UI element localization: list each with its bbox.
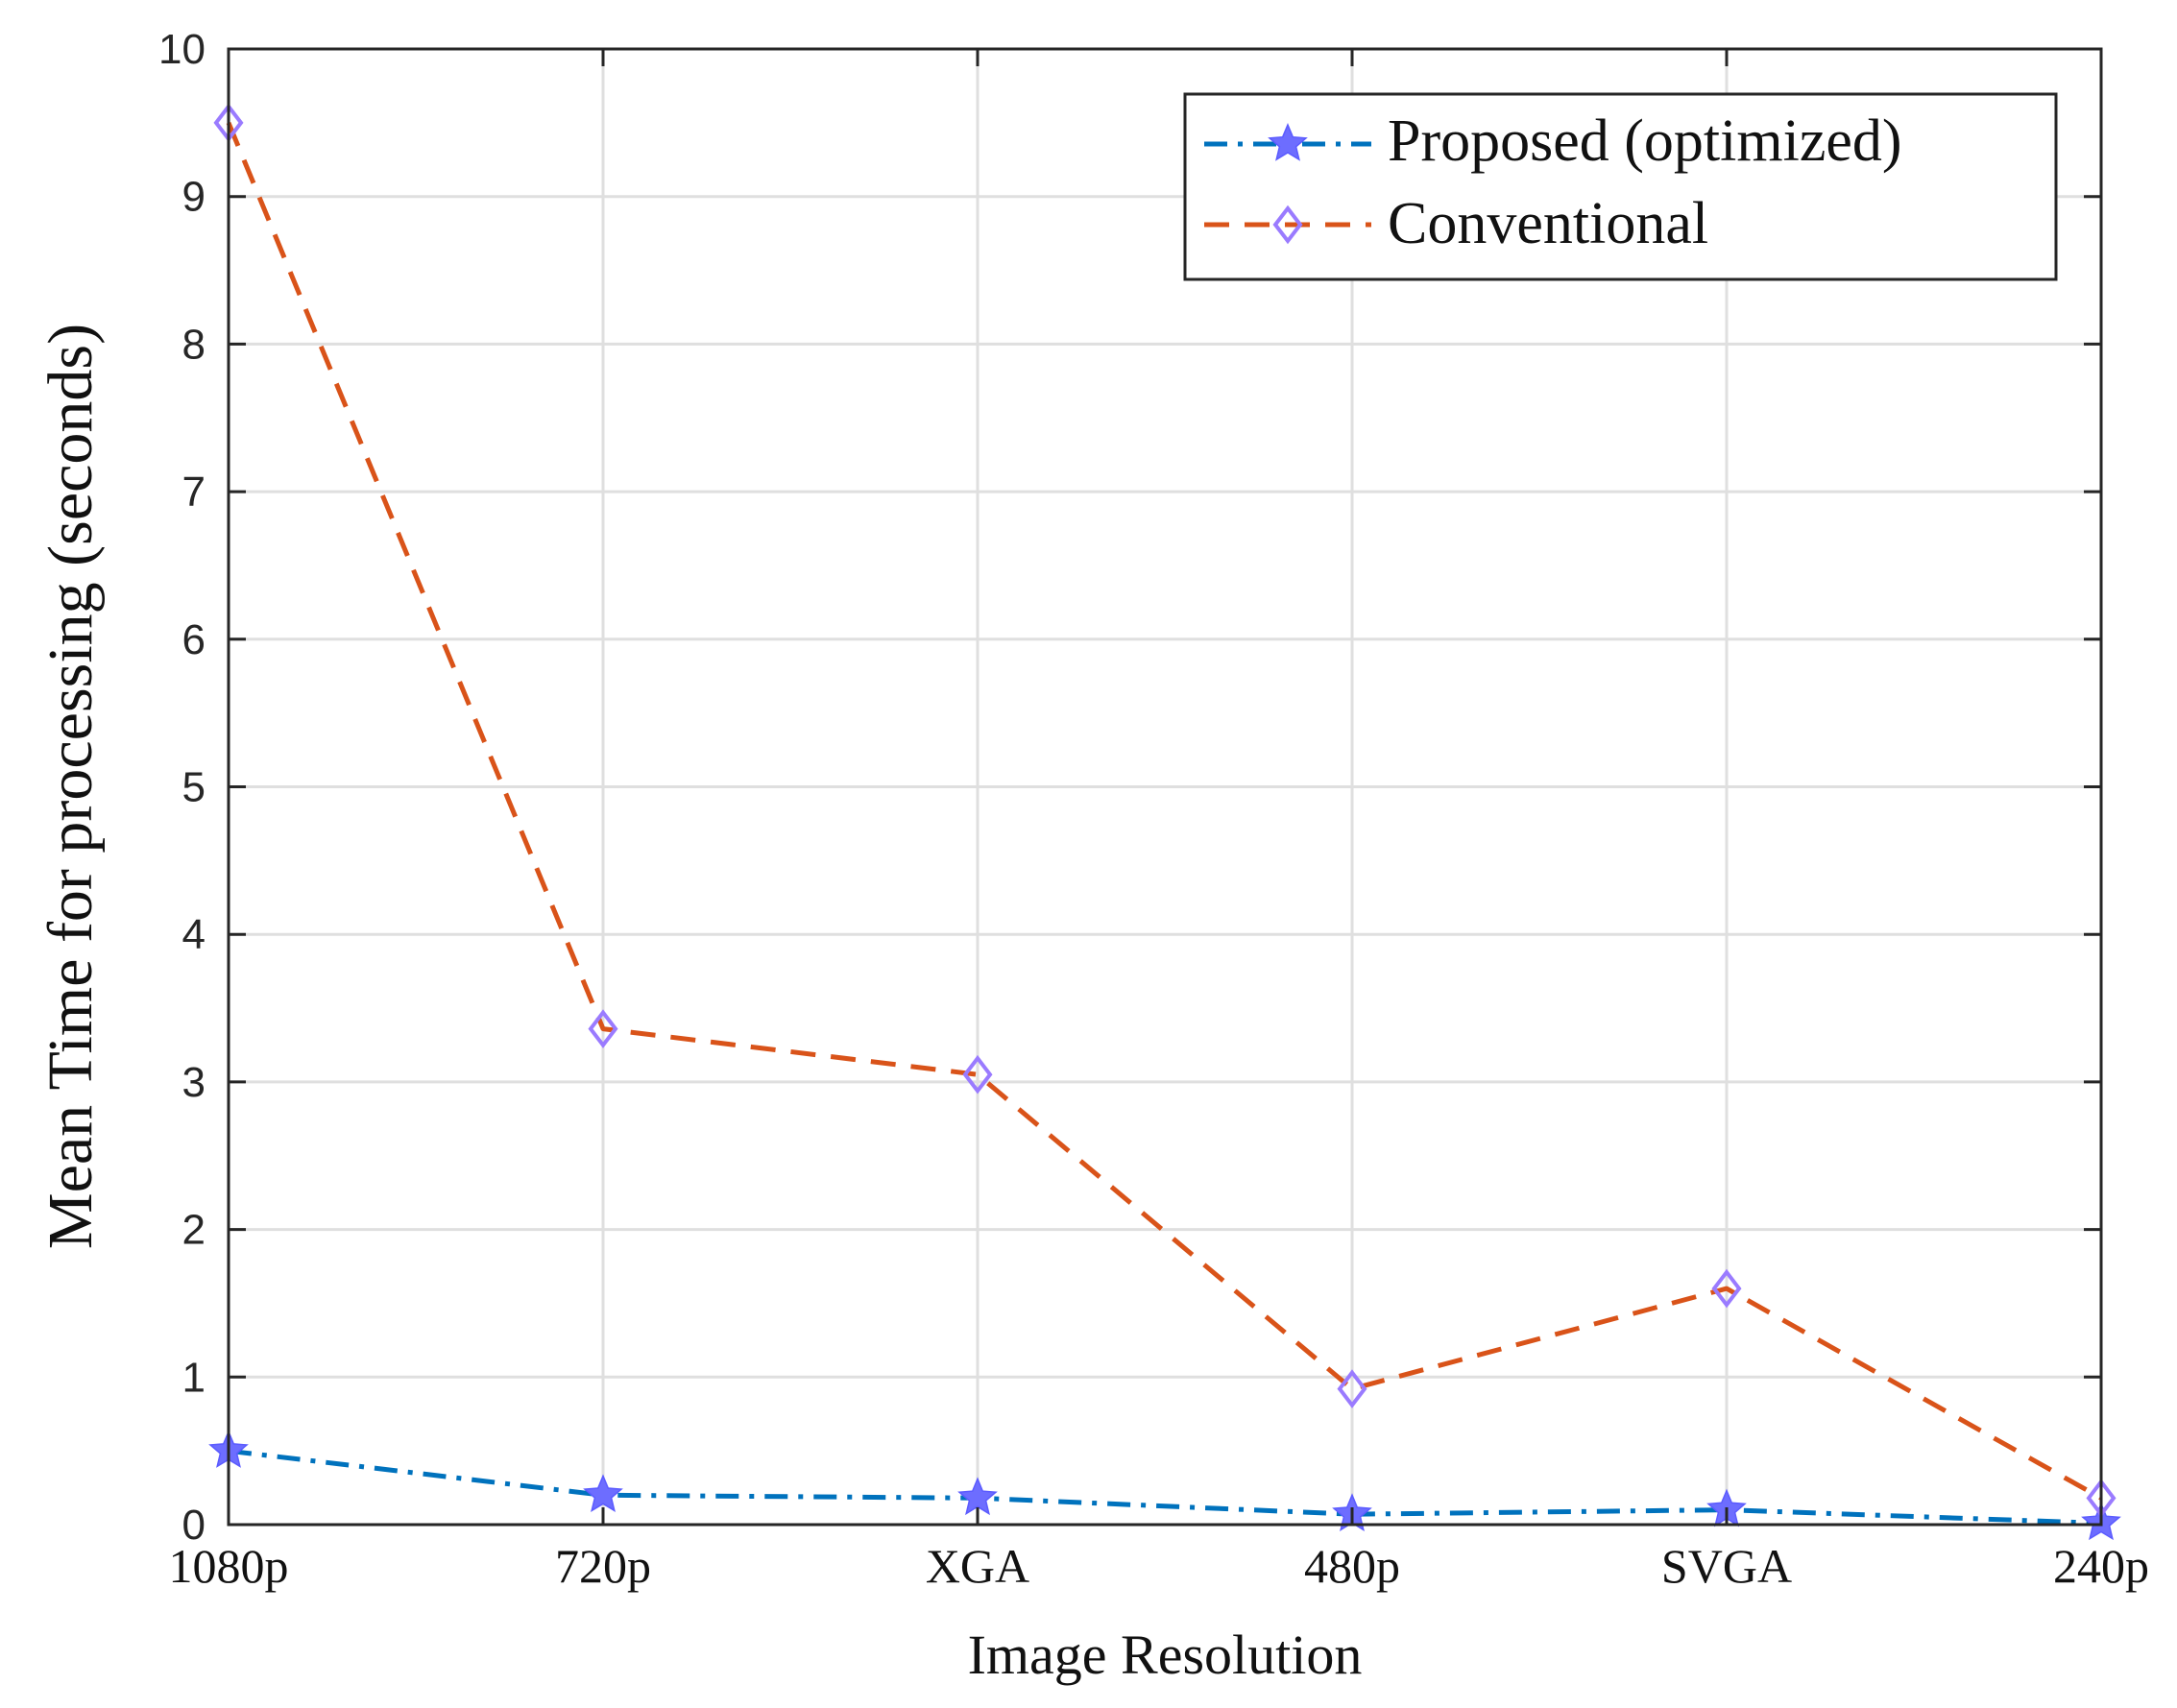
data-point-conventional-svga	[1711, 1268, 1742, 1309]
y-tick-label-5: 5	[182, 764, 206, 811]
y-tick-label-2: 2	[182, 1207, 206, 1254]
data-point-proposed-720p	[583, 1474, 623, 1512]
data-point-conventional-xga	[962, 1054, 993, 1095]
series-line-conventional	[226, 121, 2103, 1501]
data-point-conventional-480p	[1337, 1369, 1367, 1408]
x-tick-label-xga: XGA	[926, 1539, 1029, 1593]
y-tick-label-4: 4	[182, 911, 206, 958]
y-tick-label-1: 1	[182, 1354, 206, 1401]
legend-marker-conventional	[1272, 204, 1303, 245]
x-tick-label-240p: 240p	[2053, 1539, 2149, 1593]
y-tick-label-8: 8	[182, 321, 206, 368]
y-tick-label-7: 7	[182, 469, 206, 516]
legend-box	[1183, 92, 2058, 281]
grid	[227, 47, 2103, 1527]
legend-samples	[1204, 123, 1371, 245]
x-axis-title: Image Resolution	[968, 1624, 1363, 1686]
axis-ticks: 1080p 720p XGA 480p SVGA 240p 0 1 2 3 4 5 6 7 8 9 10	[158, 26, 2149, 1593]
x-tick-label-720p: 720p	[555, 1539, 651, 1593]
x-tick-label-1080p: 1080p	[169, 1539, 289, 1593]
x-tick-label-svga: SVGA	[1661, 1539, 1792, 1593]
legend-label-conventional: Conventional	[1388, 191, 1708, 256]
y-tick-label-6: 6	[182, 616, 206, 663]
legend-label-proposed: Proposed (optimized)	[1388, 108, 1902, 174]
series-line-proposed	[228, 1448, 2102, 1526]
y-axis-title: Mean Time for processing (seconds)	[36, 324, 106, 1249]
data-point-conventional-720p	[588, 1009, 618, 1048]
y-tick-label-0: 0	[182, 1502, 206, 1549]
legend-marker-proposed	[1268, 123, 1308, 161]
y-tick-label-3: 3	[182, 1059, 206, 1106]
legend: Proposed (optimized) Conventional	[1183, 92, 2058, 281]
y-tick-label-9: 9	[182, 174, 206, 221]
x-tick-label-480p: 480p	[1304, 1539, 1400, 1593]
y-tick-label-10: 10	[158, 26, 206, 73]
data-point-proposed-xga	[957, 1477, 998, 1516]
